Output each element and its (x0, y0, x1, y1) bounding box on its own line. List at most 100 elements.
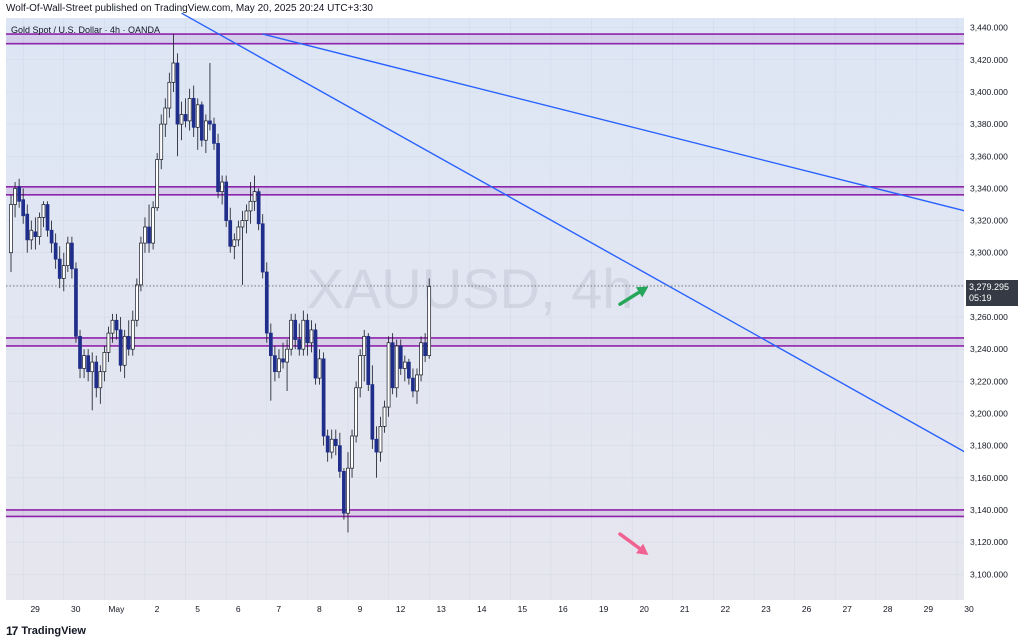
symbol-title: Gold Spot / U.S. Dollar · 4h · OANDA (11, 25, 160, 35)
time-tick-label: 26 (802, 604, 812, 614)
candle-up (122, 335, 127, 366)
candle-up (82, 355, 86, 369)
candle-up (289, 319, 293, 350)
price-tick-label: 3,160.000 (970, 473, 1008, 483)
trendline (262, 33, 966, 212)
candle-up (135, 284, 139, 321)
tradingview-logo[interactable]: 17 TradingView (6, 624, 86, 638)
candle-down (390, 342, 395, 389)
candle-up (9, 204, 13, 254)
candle-down (118, 329, 123, 366)
candle-down (374, 438, 379, 453)
candle-down (45, 204, 50, 231)
price-axis-labels: 3,100.000 3,120.000 3,140.000 3,160.000 3,18… (970, 23, 1008, 580)
candle-up (220, 181, 224, 192)
candle-up (195, 104, 200, 128)
arrow-down-shaft (618, 532, 642, 551)
candles (9, 34, 432, 533)
price-tick-label: 3,420.000 (970, 55, 1008, 65)
last-price-value: 3,279.295 (969, 282, 1010, 293)
candle-up (402, 361, 407, 369)
candle-down (25, 213, 30, 241)
candle-down (78, 335, 82, 369)
tradingview-logo-text: TradingView (21, 625, 86, 637)
time-tick-label: 30 (964, 604, 974, 614)
candle-up (362, 335, 367, 356)
candle-down (297, 339, 302, 350)
time-axis[interactable] (6, 600, 964, 620)
price-tick-label: 3,440.000 (970, 23, 1008, 33)
price-axis[interactable] (964, 18, 1024, 600)
candle-down (114, 319, 119, 331)
price-tick-label: 3,140.000 (970, 505, 1008, 515)
time-tick-label: 9 (358, 604, 363, 614)
candle-up (346, 467, 350, 514)
candle-down (33, 231, 38, 238)
last-price-tag: 3,279.295 05:19 (966, 280, 1018, 307)
price-tick-label: 3,180.000 (970, 441, 1008, 451)
candle-down (183, 114, 188, 122)
candle-up (378, 426, 383, 453)
price-tick-label: 3,300.000 (970, 248, 1008, 258)
candle-down (256, 191, 261, 225)
trendline (181, 12, 966, 453)
time-tick-label: 29 (924, 604, 934, 614)
bar-countdown: 05:19 (969, 293, 992, 304)
candle-down (264, 271, 269, 334)
price-tick-label: 3,320.000 (970, 216, 1008, 226)
candle-up (106, 332, 111, 353)
candle-down (208, 120, 212, 125)
candle-down (17, 186, 21, 202)
candle-up (329, 438, 334, 453)
arrow-up-shaft (618, 290, 641, 306)
candle-up (110, 319, 115, 334)
candle-down (147, 226, 151, 244)
candle-down (293, 319, 298, 340)
price-tick-label: 3,120.000 (970, 537, 1008, 547)
candle-down (370, 384, 375, 440)
time-tick-label: 15 (518, 604, 528, 614)
candle-down (216, 143, 220, 192)
candle-up (130, 319, 135, 350)
candle-up (102, 352, 107, 373)
candle-up (394, 345, 399, 389)
time-axis-labels: 29 30 May 2 5 6 7 8 9 12 13 14 15 16 19 20 21 22 23 26 27 28 2… (30, 604, 974, 614)
candle-up (163, 107, 168, 125)
candle-down (321, 358, 326, 437)
candle-up (159, 123, 164, 160)
candle-up (248, 200, 253, 212)
candle-up (13, 188, 17, 205)
time-tick-label: 19 (599, 604, 609, 614)
trendlines[interactable] (181, 12, 966, 453)
candle-down (53, 242, 58, 260)
drawing-arrows[interactable] (618, 286, 649, 555)
time-tick-label: 2 (155, 604, 160, 614)
candle-down (126, 335, 131, 350)
candle-down (57, 258, 62, 279)
candle-up (285, 348, 289, 363)
candle-down (260, 223, 265, 273)
time-tick-label: 22 (721, 604, 731, 614)
candle-down (49, 229, 54, 244)
candle-down (86, 355, 90, 373)
zone-fill (6, 186, 964, 195)
time-tick-label: 23 (761, 604, 771, 614)
candle-down (305, 319, 310, 344)
candle-up (317, 358, 322, 379)
candle-up (187, 98, 192, 122)
time-tick-label: 27 (842, 604, 852, 614)
candle-up (65, 242, 70, 266)
arrow-up-head (635, 286, 649, 298)
candle-down (398, 345, 403, 369)
candle-up (90, 361, 95, 373)
candle-down (273, 355, 277, 373)
zone-fill (6, 509, 964, 517)
candle-down (191, 98, 196, 128)
time-tick-label: May (108, 604, 125, 614)
price-tick-label: 3,400.000 (970, 87, 1008, 97)
price-tick-label: 3,200.000 (970, 409, 1008, 419)
time-tick-label: 30 (71, 604, 81, 614)
price-tick-label: 3,360.000 (970, 151, 1008, 161)
candle-down (281, 358, 285, 363)
